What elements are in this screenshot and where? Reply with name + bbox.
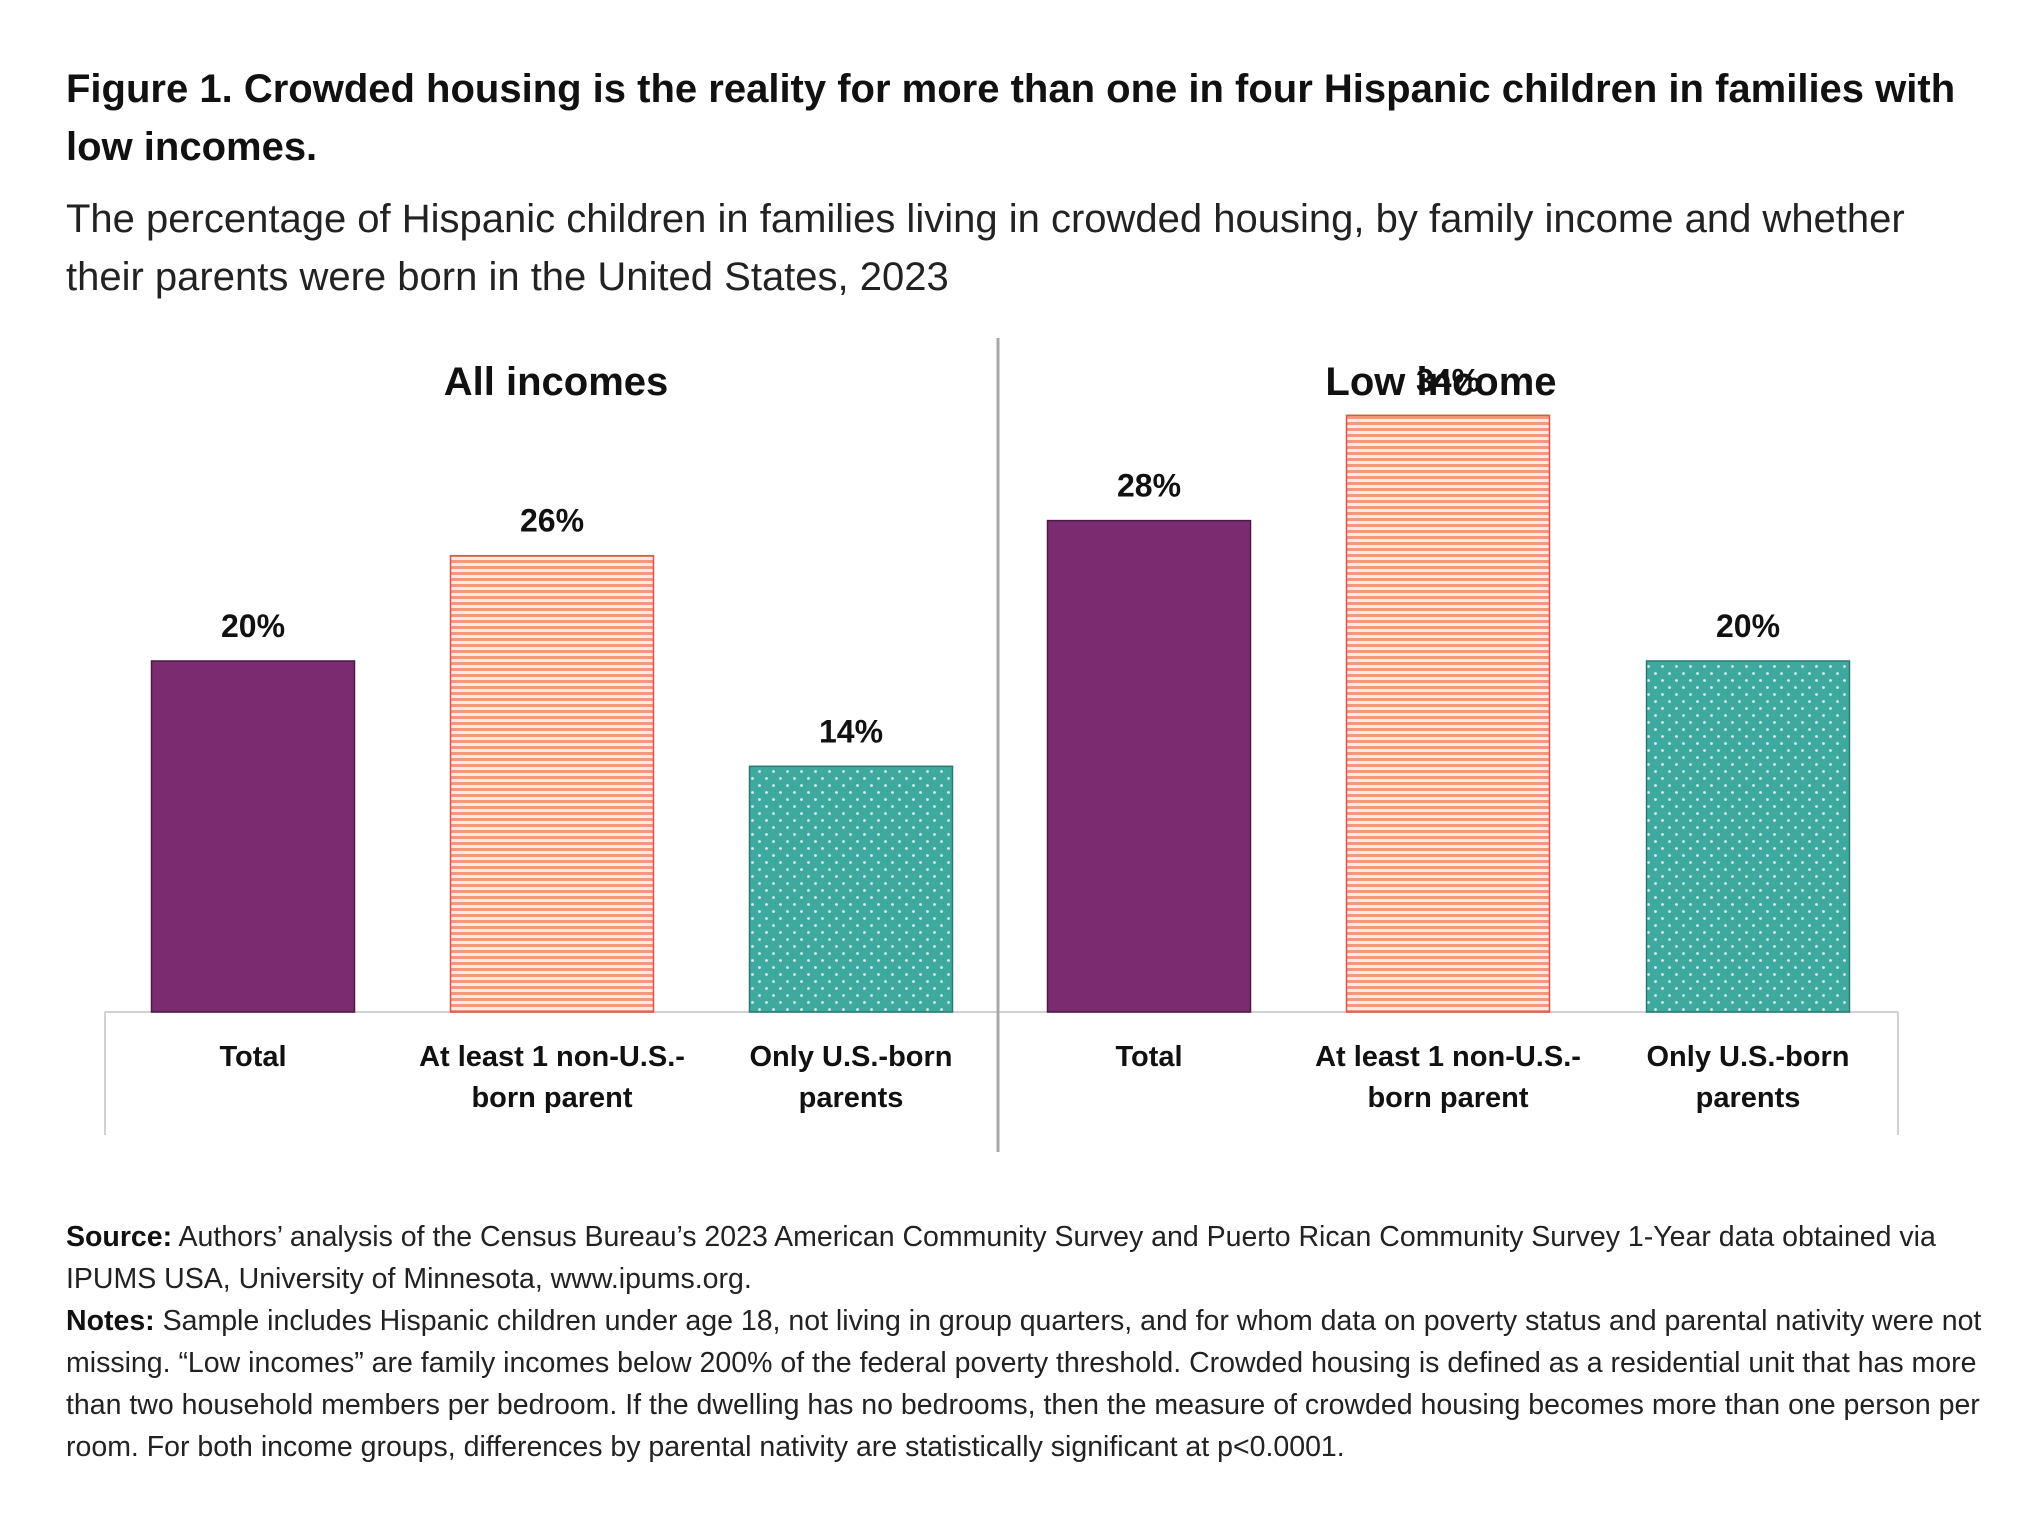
category-label: parents [1696, 1082, 1801, 1114]
panel-title: Low income [1325, 360, 1556, 404]
data-label: 20% [221, 608, 285, 644]
category-label: born parent [471, 1082, 632, 1114]
category-label: Only U.S.-born [750, 1041, 953, 1073]
source-text: Authors’ analysis of the Census Bureau’s… [66, 1221, 1936, 1295]
bar [150, 660, 356, 1013]
category-label: born parent [1367, 1082, 1528, 1114]
data-label: 28% [1117, 468, 1181, 504]
data-label: 14% [819, 713, 883, 749]
panel-title: All incomes [444, 360, 669, 404]
category-label: At least 1 non-U.S.- [1315, 1041, 1581, 1073]
bar [1046, 519, 1252, 1013]
source-notes: Source: Authors’ analysis of the Census … [66, 1216, 1986, 1468]
data-label: 26% [520, 503, 584, 539]
chart-title: Figure 1. Crowded housing is the reality… [66, 67, 1956, 169]
bar [1345, 414, 1551, 1013]
category-label: Only U.S.-born [1647, 1041, 1850, 1073]
notes-label: Notes: [66, 1305, 155, 1337]
chart-subtitle: The percentage of Hispanic children in f… [66, 197, 1905, 299]
data-label: 34% [1416, 362, 1480, 398]
source-label: Source: [66, 1221, 173, 1253]
data-label: 20% [1716, 608, 1780, 644]
category-label: At least 1 non-U.S.- [419, 1041, 685, 1073]
notes-text: Sample includes Hispanic children under … [66, 1305, 1982, 1463]
category-label: parents [799, 1082, 904, 1114]
source-line: Source: Authors’ analysis of the Census … [66, 1216, 1986, 1300]
bar [1645, 660, 1851, 1013]
bar [748, 765, 954, 1013]
notes-line: Notes: Sample includes Hispanic children… [66, 1300, 1986, 1468]
bar [449, 554, 655, 1013]
plot-area: All incomes 20% Total 26% At least 1 non-U.S… [104, 338, 1899, 1152]
category-label: Total [219, 1041, 286, 1073]
bar-chart: All incomes 20% Total 26% At least 1 non-U.S… [104, 338, 1899, 1152]
category-label: Total [1115, 1041, 1182, 1073]
